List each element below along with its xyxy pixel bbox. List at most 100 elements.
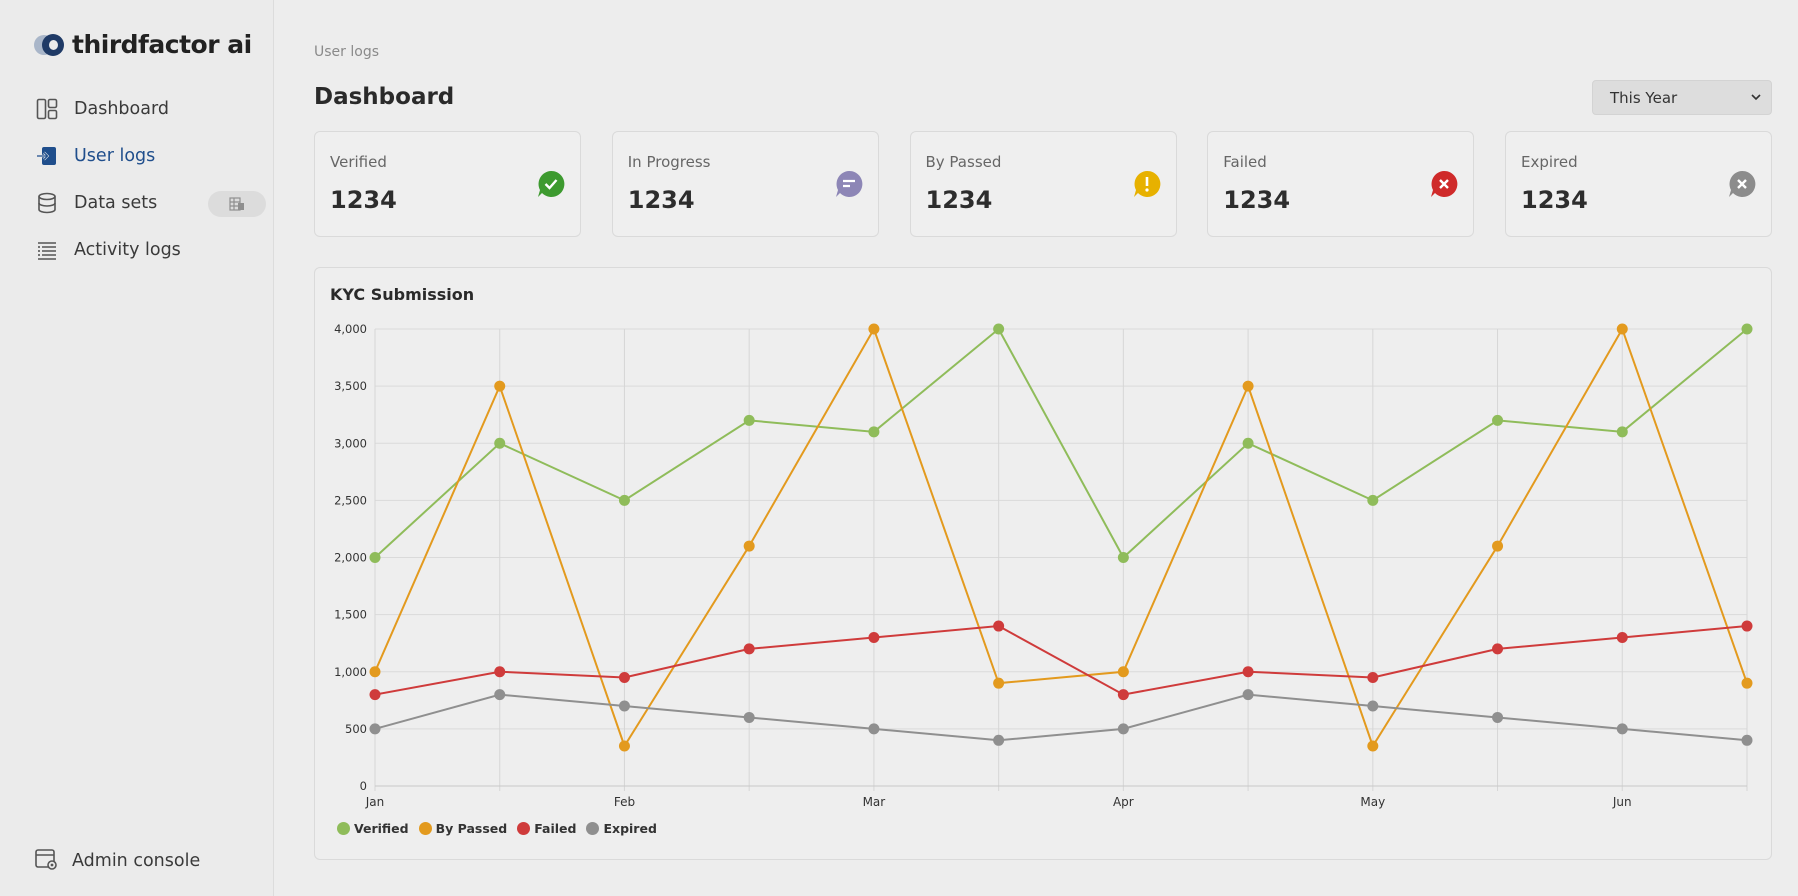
chart-title: KYC Submission bbox=[330, 285, 475, 304]
data-point bbox=[1492, 711, 1504, 723]
stat-label: In Progress bbox=[627, 153, 711, 171]
data-point bbox=[494, 437, 506, 449]
data-point bbox=[1367, 700, 1379, 712]
data-point bbox=[1616, 631, 1628, 643]
data-point bbox=[618, 671, 630, 683]
stat-card-failed: Failed 1234 bbox=[1207, 131, 1475, 237]
data-point bbox=[1242, 437, 1254, 449]
data-point bbox=[868, 426, 880, 438]
stat-value: 1234 bbox=[330, 186, 397, 214]
data-point bbox=[1367, 494, 1379, 506]
data-point bbox=[1242, 666, 1254, 678]
chevron-down-icon bbox=[1751, 94, 1761, 101]
legend-item[interactable]: Verified bbox=[337, 821, 409, 836]
list-icon bbox=[34, 237, 60, 263]
stat-value: 1234 bbox=[925, 186, 993, 214]
login-icon bbox=[34, 143, 60, 169]
check-icon bbox=[538, 170, 565, 197]
stat-card-verified: Verified 1234 bbox=[314, 131, 581, 237]
stat-label: Failed bbox=[1223, 153, 1267, 171]
legend-dot bbox=[586, 822, 600, 835]
legend-dot bbox=[337, 822, 350, 835]
data-point bbox=[743, 711, 755, 723]
data-point bbox=[743, 414, 755, 426]
legend-item[interactable]: Expired bbox=[586, 821, 657, 836]
stat-value: 1234 bbox=[1223, 186, 1291, 214]
legend-dot bbox=[517, 822, 531, 835]
stat-value: 1234 bbox=[1521, 186, 1588, 214]
page-title: Dashboard bbox=[314, 84, 455, 110]
stat-label: By Passed bbox=[925, 153, 1002, 171]
breadcrumb[interactable]: User logs bbox=[314, 44, 379, 60]
x-tick-label: Jan bbox=[365, 795, 385, 809]
data-point bbox=[1741, 677, 1753, 689]
data-point bbox=[494, 689, 506, 701]
data-point bbox=[1741, 734, 1753, 746]
y-tick-label: 2,000 bbox=[334, 551, 367, 565]
data-point bbox=[1492, 540, 1504, 552]
stat-value: 1234 bbox=[627, 186, 695, 214]
sidebar-item-admin-console[interactable]: Admin console bbox=[34, 847, 200, 875]
y-tick-label: 2,500 bbox=[334, 493, 367, 507]
exclamation-icon bbox=[1133, 170, 1160, 197]
data-point bbox=[1741, 620, 1753, 632]
sidebar-item-label: Data sets bbox=[74, 193, 158, 213]
admin-settings-icon bbox=[34, 847, 58, 875]
series-line-expired bbox=[374, 693, 1748, 742]
y-tick-label: 4,000 bbox=[334, 322, 367, 336]
data-point bbox=[369, 723, 381, 735]
legend-item[interactable]: By Passed bbox=[418, 821, 507, 836]
data-point bbox=[369, 689, 381, 701]
legend-label: Failed bbox=[534, 821, 577, 836]
sidebar-item-label: Admin console bbox=[72, 851, 201, 871]
data-point bbox=[618, 700, 630, 712]
database-icon bbox=[34, 190, 60, 216]
data-point bbox=[868, 723, 880, 735]
data-point bbox=[868, 323, 880, 335]
data-point bbox=[1492, 414, 1504, 426]
stat-cards: Verified 1234 In Progress 1234 By Passed… bbox=[314, 131, 1772, 237]
sidebar-item-dashboard[interactable]: Dashboard bbox=[34, 91, 266, 127]
sidebar-item-data-sets[interactable]: Data sets bbox=[34, 185, 266, 221]
stat-card-by-passed: By Passed 1234 bbox=[909, 131, 1177, 237]
data-point bbox=[618, 494, 630, 506]
x-icon bbox=[1431, 170, 1458, 197]
x-tick-label: Feb bbox=[614, 795, 635, 809]
y-tick-label: 3,000 bbox=[334, 436, 367, 450]
data-point bbox=[1242, 689, 1254, 701]
legend-dot bbox=[418, 822, 432, 835]
x-tick-label: May bbox=[1360, 795, 1385, 809]
data-point bbox=[494, 666, 506, 678]
data-point bbox=[743, 540, 755, 552]
data-point bbox=[993, 677, 1005, 689]
legend-item[interactable]: Failed bbox=[517, 821, 576, 836]
sidebar-item-label: User logs bbox=[74, 146, 156, 166]
data-point bbox=[1117, 723, 1129, 735]
y-tick-label: 3,500 bbox=[334, 379, 367, 393]
y-tick-label: 1,500 bbox=[334, 608, 367, 622]
data-point bbox=[1616, 323, 1628, 335]
data-point bbox=[1367, 740, 1379, 752]
legend-label: Expired bbox=[603, 821, 657, 836]
data-point bbox=[1117, 689, 1129, 701]
data-point bbox=[1616, 426, 1628, 438]
y-tick-label: 500 bbox=[345, 722, 367, 736]
sidebar-item-label: Activity logs bbox=[74, 240, 181, 260]
data-point bbox=[1242, 380, 1254, 392]
stat-card-expired: Expired 1234 bbox=[1505, 131, 1772, 237]
chat-icon bbox=[835, 170, 863, 197]
period-select[interactable]: This Year bbox=[1592, 80, 1772, 115]
stat-label: Expired bbox=[1521, 153, 1578, 171]
data-point bbox=[1117, 666, 1129, 678]
data-point bbox=[494, 380, 506, 392]
data-point bbox=[743, 643, 755, 655]
logo-mark-icon bbox=[34, 32, 68, 58]
data-point bbox=[1367, 671, 1379, 683]
x-tick-label: Mar bbox=[863, 795, 886, 809]
sidebar-item-activity-logs[interactable]: Activity logs bbox=[34, 232, 266, 268]
sidebar-item-user-logs[interactable]: User logs bbox=[34, 138, 266, 174]
brand-logo[interactable]: thirdfactor ai bbox=[34, 30, 252, 59]
main-content: User logs Dashboard This Year Verified 1… bbox=[314, 0, 1772, 896]
stat-label: Verified bbox=[330, 153, 387, 171]
period-select-value: This Year bbox=[1610, 88, 1678, 107]
